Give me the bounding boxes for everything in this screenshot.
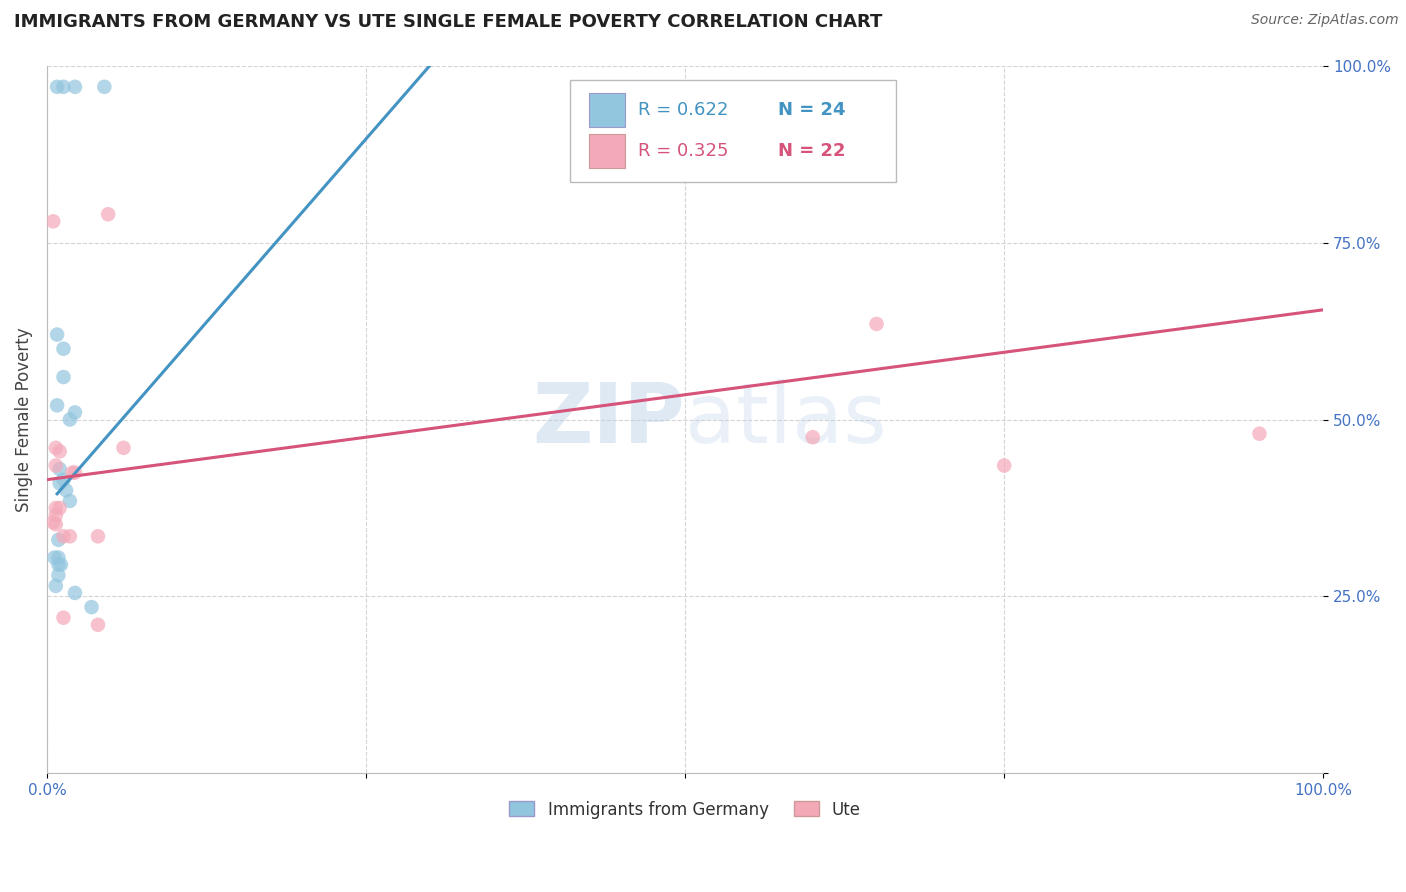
Point bbox=[865, 317, 887, 331]
Point bbox=[45, 458, 67, 473]
Point bbox=[48, 476, 70, 491]
Point bbox=[52, 529, 75, 543]
Point bbox=[48, 501, 70, 516]
Point bbox=[93, 79, 115, 94]
Point bbox=[63, 405, 86, 419]
Legend: Immigrants from Germany, Ute: Immigrants from Germany, Ute bbox=[502, 794, 868, 825]
Point bbox=[45, 441, 67, 455]
Text: ZIP: ZIP bbox=[533, 379, 685, 460]
Point bbox=[49, 558, 72, 572]
Point bbox=[97, 207, 120, 221]
Point bbox=[48, 550, 70, 565]
Point bbox=[45, 579, 67, 593]
Text: N = 22: N = 22 bbox=[779, 142, 846, 160]
Point bbox=[52, 473, 75, 487]
Point bbox=[52, 79, 75, 94]
Point bbox=[46, 79, 69, 94]
Point bbox=[59, 529, 82, 543]
Point bbox=[46, 327, 69, 342]
Point bbox=[112, 441, 135, 455]
Point bbox=[801, 430, 824, 444]
Point bbox=[45, 508, 67, 522]
Point bbox=[45, 517, 67, 532]
Point bbox=[1249, 426, 1271, 441]
Point bbox=[87, 617, 110, 632]
Point bbox=[87, 529, 110, 543]
Point bbox=[42, 214, 65, 228]
Point bbox=[52, 610, 75, 624]
Point bbox=[63, 79, 86, 94]
Y-axis label: Single Female Poverty: Single Female Poverty bbox=[15, 327, 32, 512]
Point bbox=[52, 370, 75, 384]
Point bbox=[993, 458, 1015, 473]
Point bbox=[59, 412, 82, 426]
Point bbox=[80, 600, 103, 615]
Text: atlas: atlas bbox=[685, 379, 887, 460]
Point bbox=[48, 444, 70, 458]
Point bbox=[44, 550, 66, 565]
Point bbox=[55, 483, 77, 498]
Point bbox=[48, 533, 70, 547]
Point bbox=[48, 568, 70, 582]
Point bbox=[42, 515, 65, 529]
Point bbox=[63, 466, 86, 480]
Point bbox=[48, 558, 70, 572]
Text: R = 0.622: R = 0.622 bbox=[638, 101, 728, 120]
Point bbox=[63, 586, 86, 600]
Point bbox=[48, 462, 70, 476]
Point bbox=[46, 398, 69, 412]
Point bbox=[59, 494, 82, 508]
FancyBboxPatch shape bbox=[589, 93, 626, 128]
Text: N = 24: N = 24 bbox=[779, 101, 846, 120]
Text: R = 0.325: R = 0.325 bbox=[638, 142, 728, 160]
Text: IMMIGRANTS FROM GERMANY VS UTE SINGLE FEMALE POVERTY CORRELATION CHART: IMMIGRANTS FROM GERMANY VS UTE SINGLE FE… bbox=[14, 13, 883, 31]
Point bbox=[62, 466, 84, 480]
Point bbox=[52, 342, 75, 356]
Point bbox=[45, 501, 67, 516]
FancyBboxPatch shape bbox=[589, 134, 626, 168]
Text: Source: ZipAtlas.com: Source: ZipAtlas.com bbox=[1251, 13, 1399, 28]
FancyBboxPatch shape bbox=[571, 79, 896, 182]
